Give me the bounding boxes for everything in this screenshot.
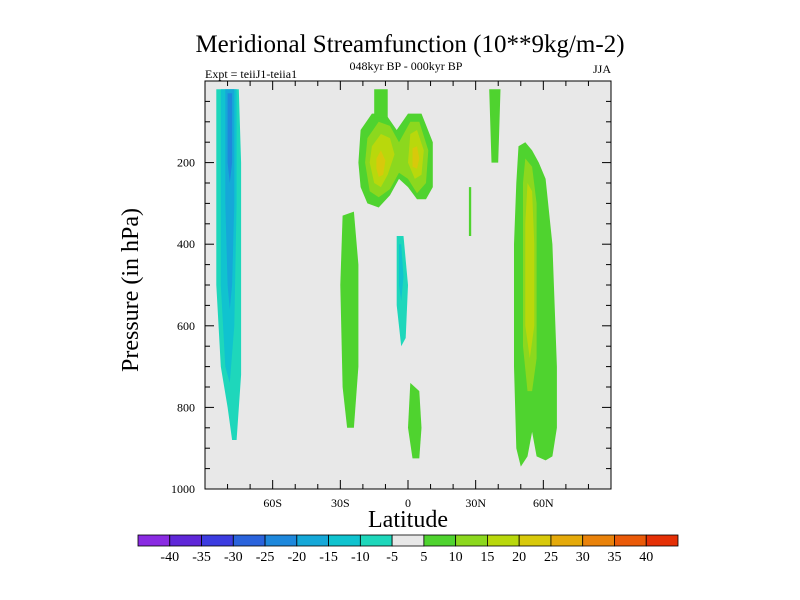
x-tick-label: 30N bbox=[465, 496, 486, 510]
colorbar-label: 25 bbox=[544, 550, 558, 565]
left-subtitle: Expt = teiiJ1-teiia1 bbox=[205, 67, 297, 81]
colorbar-label: 10 bbox=[449, 550, 463, 565]
colorbar-swatch bbox=[359, 534, 393, 547]
colorbar-swatch bbox=[232, 534, 266, 547]
contour-region-nh-high-strip bbox=[489, 89, 501, 163]
contour-region-eq-up-strip bbox=[374, 89, 388, 118]
contour-region-sh-subpolar-strip bbox=[250, 89, 257, 408]
axis-ticks: 60S 30S 0 30N 60N 200 400 600 800 1000 bbox=[171, 81, 611, 510]
colorbar-swatch bbox=[423, 534, 457, 547]
colorbar-swatch bbox=[328, 534, 361, 547]
x-tick-label: 0 bbox=[405, 496, 411, 510]
colorbar-swatch bbox=[645, 534, 679, 547]
center-subtitle: 048kyr BP - 000kyr BP bbox=[350, 59, 463, 73]
colorbar-label: -15 bbox=[319, 550, 338, 565]
colorbar-swatch bbox=[296, 534, 329, 547]
colorbar-label: -30 bbox=[224, 550, 243, 565]
y-tick-label: 800 bbox=[177, 400, 195, 414]
colorbar-swatch bbox=[455, 534, 488, 547]
contour-region-hadley-core bbox=[412, 146, 420, 169]
colorbar-swatch bbox=[487, 534, 520, 547]
colorbar-label: -20 bbox=[287, 550, 306, 565]
y-tick-label: 600 bbox=[177, 319, 195, 333]
colorbar: -40 -35 -30 -25 -20 -15 -10 -5 5 10 15 20 25 30 35 40 bbox=[137, 534, 679, 565]
x-tick-label: 60S bbox=[263, 496, 282, 510]
colorbar-label: 40 bbox=[639, 550, 653, 565]
colorbar-swatch bbox=[201, 534, 234, 547]
colorbar-label: 30 bbox=[576, 550, 590, 565]
contour-region-nh-polar-dot bbox=[568, 366, 571, 404]
colorbar-label: -25 bbox=[256, 550, 275, 565]
y-tick-label: 200 bbox=[177, 156, 195, 170]
colorbar-label: 5 bbox=[420, 550, 427, 565]
contour-region-nh-polar-core bbox=[525, 183, 535, 359]
colorbar-swatch bbox=[264, 534, 298, 547]
colorbar-label: -40 bbox=[160, 550, 179, 565]
contour-region-eq-core bbox=[399, 244, 404, 302]
colorbar-swatch bbox=[518, 534, 552, 547]
right-subtitle: JJA bbox=[593, 62, 611, 76]
x-tick-label: 60N bbox=[533, 496, 554, 510]
contour-region-hadley-core bbox=[376, 150, 386, 177]
contour-layer bbox=[211, 89, 571, 467]
chart-title: Meridional Streamfunction (10**9kg/m-2) bbox=[195, 31, 624, 58]
contour-region-sh-midlat-cell bbox=[302, 203, 318, 463]
colorbar-swatch bbox=[169, 534, 202, 547]
contour-region-nh-subtropic-strip bbox=[468, 187, 472, 236]
y-tick-label: 1000 bbox=[171, 482, 195, 496]
colorbar-label: 15 bbox=[480, 550, 494, 565]
colorbar-swatch bbox=[550, 534, 584, 547]
contour-region-sh-subtropic-cell bbox=[340, 211, 359, 428]
colorbar-label: -5 bbox=[386, 550, 398, 565]
colorbar-label: -10 bbox=[351, 550, 370, 565]
y-tick-label: 400 bbox=[177, 237, 195, 251]
contour-region-sh-polar-core bbox=[227, 93, 233, 183]
colorbar-swatch bbox=[137, 534, 171, 547]
colorbar-swatch bbox=[582, 534, 615, 547]
colorbar-label: 35 bbox=[607, 550, 621, 565]
colorbar-label: 20 bbox=[512, 550, 526, 565]
x-axis-title: Latitude bbox=[368, 507, 448, 533]
colorbar-swatch bbox=[614, 534, 647, 547]
contour-region-nh-subtropic-dot bbox=[423, 260, 426, 310]
contour-region-eq-low-strip bbox=[408, 382, 422, 459]
y-axis-title: Pressure (in hPa) bbox=[118, 208, 144, 372]
colorbar-label: -35 bbox=[192, 550, 211, 565]
x-tick-label: 30S bbox=[331, 496, 350, 510]
colorbar-swatch bbox=[391, 534, 425, 547]
